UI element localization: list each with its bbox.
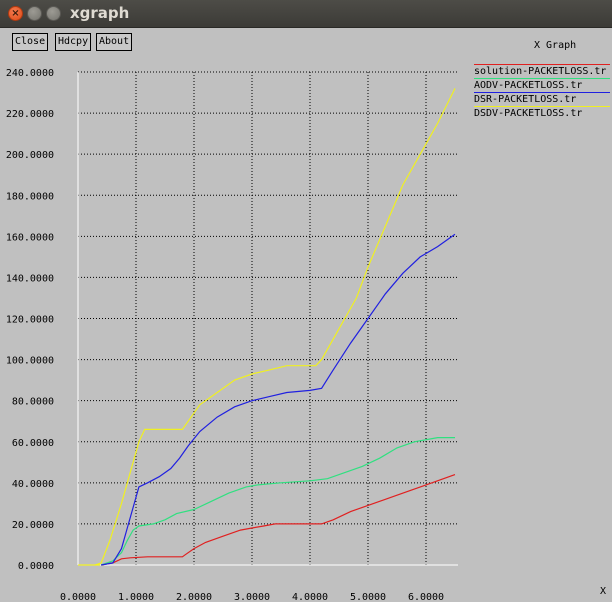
legend-swatch — [474, 78, 610, 79]
legend-swatch — [474, 92, 610, 93]
x-axis-label: X — [600, 586, 606, 597]
about-button[interactable]: About — [96, 33, 133, 51]
series-line-3 — [101, 233, 456, 566]
x-tick-label: 2.0000 — [176, 592, 212, 602]
graph-title: X Graph — [534, 40, 577, 51]
y-tick-label: 140.0000 — [6, 273, 54, 284]
y-tick-label: 160.0000 — [6, 232, 54, 243]
window-close-icon[interactable]: × — [8, 6, 23, 21]
y-tick-label: 80.0000 — [12, 397, 54, 408]
legend-entry: DSR-PACKETLOSS.tr — [474, 94, 577, 105]
y-tick-label: 0.0000 — [18, 561, 54, 572]
hdcpy-button[interactable]: Hdcpy — [55, 33, 92, 51]
legend-entry: solution-PACKETLOSS.tr — [474, 66, 607, 77]
legend-entry: AODV-PACKETLOSS.tr — [474, 80, 583, 91]
y-tick-label: 200.0000 — [6, 150, 54, 161]
legend-swatch — [474, 106, 610, 107]
window-title: xgraph — [70, 4, 130, 22]
y-tick-label: 100.0000 — [6, 356, 54, 367]
y-tick-label: 180.0000 — [6, 191, 54, 202]
x-tick-label: 1.0000 — [118, 592, 154, 602]
y-tick-label: 220.0000 — [6, 109, 54, 120]
x-tick-label: 0.0000 — [60, 592, 96, 602]
x-tick-label: 4.0000 — [292, 592, 328, 602]
x-tick-label: 3.0000 — [234, 592, 270, 602]
window-minimize-icon[interactable] — [27, 6, 42, 21]
y-tick-label: 240.0000 — [6, 68, 54, 79]
legend-entry: DSDV-PACKETLOSS.tr — [474, 108, 583, 119]
legend-swatch — [474, 64, 610, 65]
series-line-1 — [101, 474, 456, 566]
y-tick-label: 40.0000 — [12, 479, 54, 490]
y-tick-label: 120.0000 — [6, 315, 54, 326]
y-tick-label: 60.0000 — [12, 438, 54, 449]
window-maximize-icon[interactable] — [46, 6, 61, 21]
x-tick-label: 5.0000 — [350, 592, 386, 602]
x-tick-label: 6.0000 — [408, 592, 444, 602]
close-button[interactable]: Close — [12, 33, 49, 51]
series-line-4 — [95, 88, 456, 566]
y-tick-label: 20.0000 — [12, 520, 54, 531]
series-line-2 — [101, 437, 455, 566]
title-bar[interactable]: × xgraph — [0, 0, 612, 28]
